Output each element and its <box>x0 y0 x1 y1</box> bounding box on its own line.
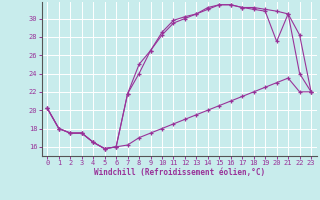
X-axis label: Windchill (Refroidissement éolien,°C): Windchill (Refroidissement éolien,°C) <box>94 168 265 177</box>
